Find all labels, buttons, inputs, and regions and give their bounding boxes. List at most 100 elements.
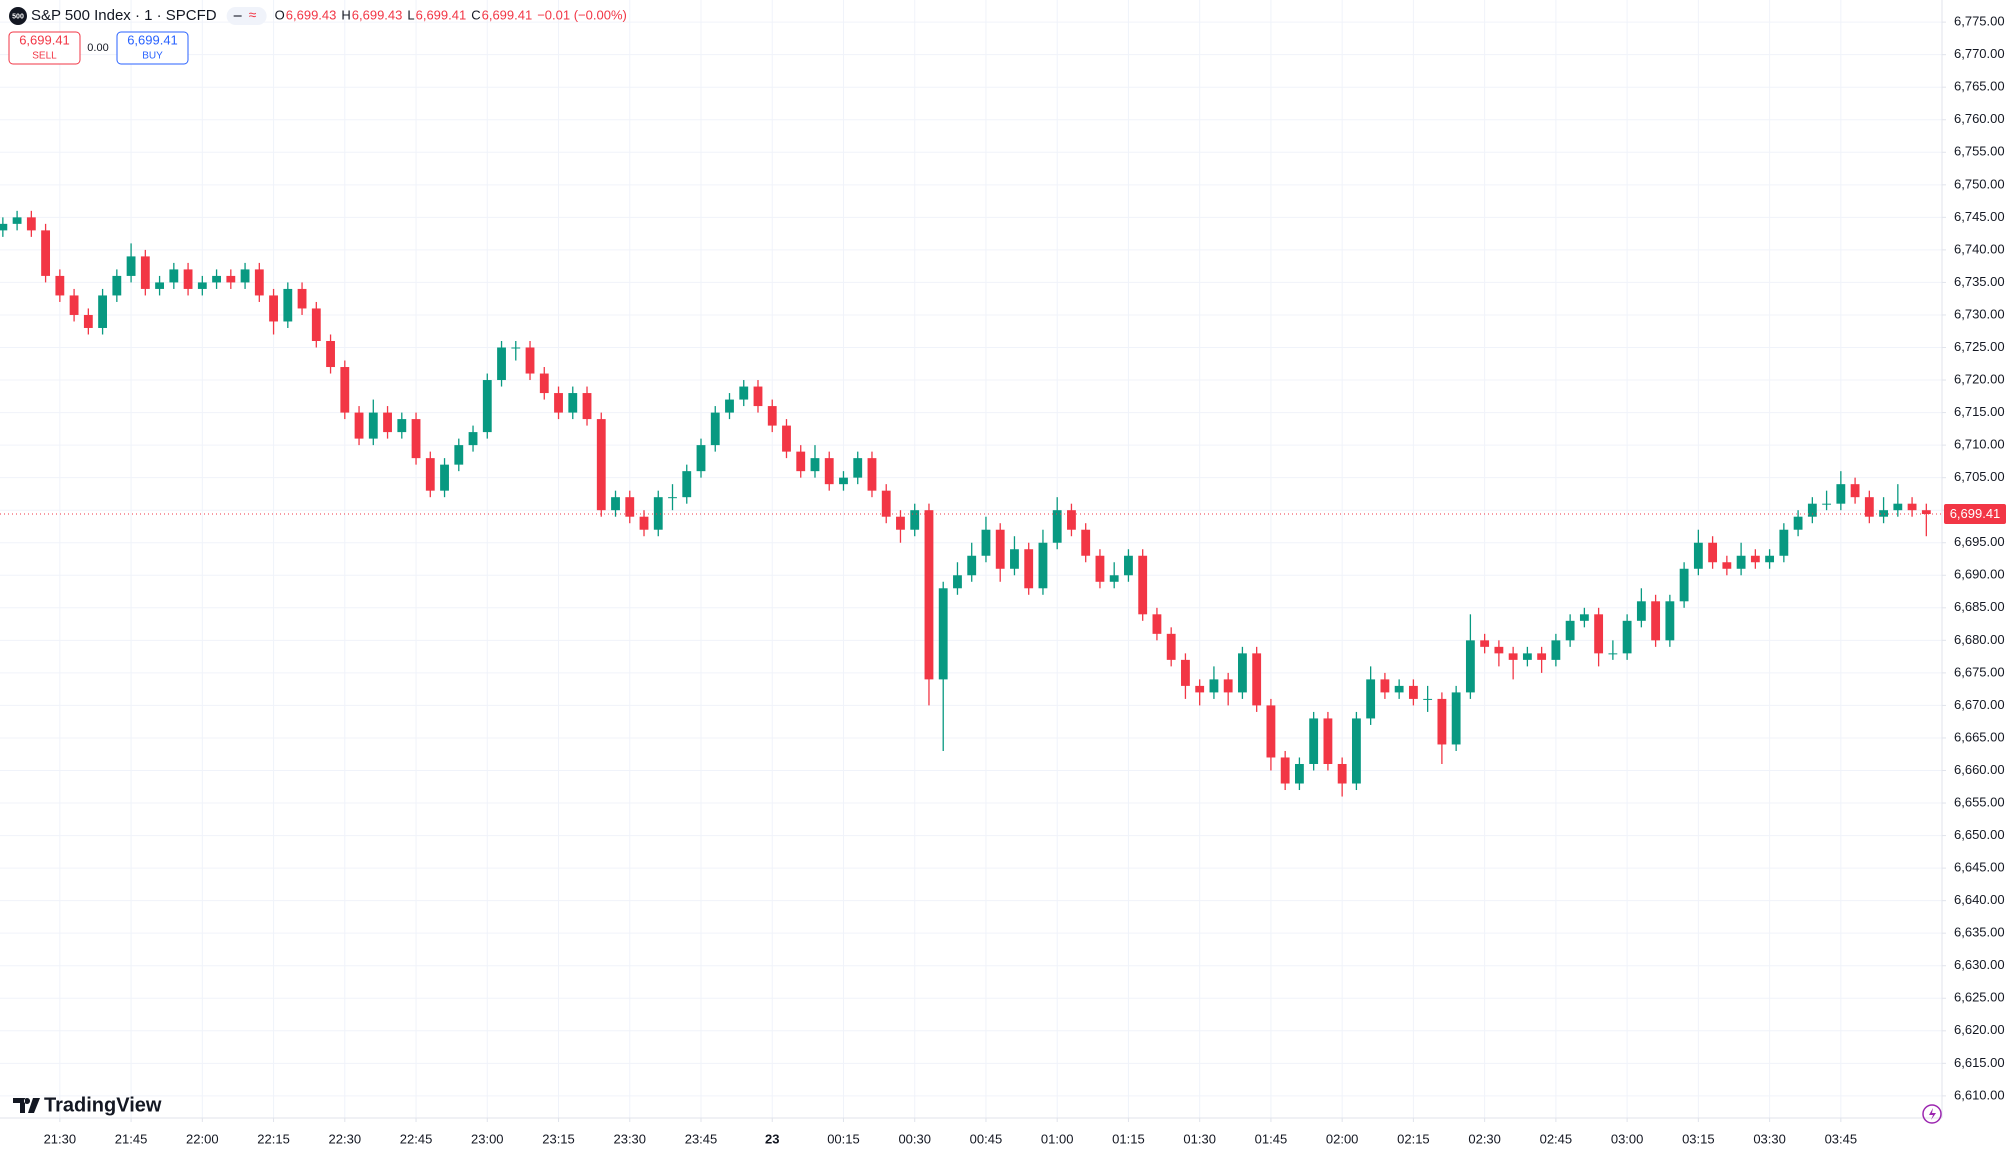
- candle-body: [197, 282, 207, 289]
- candle-body: [26, 217, 36, 231]
- alert-icon[interactable]: [1922, 1104, 1942, 1124]
- candle-body: [1679, 568, 1689, 602]
- candle-body: [1594, 614, 1604, 654]
- alert-icon-bolt: [1929, 1108, 1936, 1120]
- y-tick-label: 6,755.00: [1954, 144, 2005, 159]
- buy-label: BUY: [142, 51, 163, 62]
- x-tick-label: 02:45: [1540, 1131, 1573, 1146]
- candle-body: [1209, 679, 1219, 693]
- last-price-label: 6,699.41: [1950, 506, 2001, 521]
- y-tick-label: 6,620.00: [1954, 1022, 2005, 1037]
- ohlc-value: 6,699.43: [286, 7, 337, 22]
- candle-body: [183, 269, 193, 289]
- candle-body: [1565, 620, 1575, 641]
- y-tick-label: 6,770.00: [1954, 46, 2005, 61]
- candle-body: [69, 295, 79, 315]
- candle-body: [582, 393, 592, 420]
- y-tick-label: 6,625.00: [1954, 990, 2005, 1005]
- candle-body: [98, 295, 108, 328]
- x-tick-label: 03:45: [1825, 1131, 1858, 1146]
- ohlc-value: 6,699.43: [352, 7, 403, 22]
- buy-button[interactable]: [116, 31, 189, 65]
- icon-text: 500: [12, 13, 24, 20]
- candle-body: [240, 269, 250, 283]
- candle-body: [126, 256, 136, 276]
- candle-body: [1252, 653, 1262, 706]
- candle-body: [1109, 575, 1119, 582]
- candle-body: [696, 445, 706, 472]
- candle-body: [340, 367, 350, 413]
- candle-body: [1494, 646, 1504, 654]
- candle-body: [753, 386, 763, 407]
- y-tick-label: 6,750.00: [1954, 176, 2005, 191]
- y-tick-label: 6,735.00: [1954, 274, 2005, 289]
- candle-body: [1394, 685, 1404, 693]
- candle-body: [1608, 653, 1618, 655]
- candle-body: [12, 217, 22, 224]
- candle-body: [1836, 484, 1846, 504]
- x-tick-label: 01:30: [1183, 1131, 1216, 1146]
- y-tick-label: 6,615.00: [1954, 1055, 2005, 1070]
- logo-mark: [13, 1098, 40, 1113]
- candle-body: [1579, 614, 1589, 621]
- ohlc-label: L: [407, 7, 414, 22]
- candle-body: [1893, 503, 1903, 511]
- y-tick-label: 6,630.00: [1954, 957, 2005, 972]
- candle-body: [1195, 685, 1205, 693]
- candle-body: [924, 510, 934, 680]
- candle-body: [1750, 555, 1760, 563]
- candle-body: [1736, 555, 1746, 569]
- candle-body: [653, 497, 663, 530]
- candle-body: [1708, 542, 1718, 563]
- candle-body: [896, 516, 905, 530]
- spread: 0.00: [87, 42, 108, 54]
- x-tick-label: 03:30: [1753, 1131, 1786, 1146]
- candle-body: [1879, 510, 1889, 517]
- candle-body: [1266, 705, 1276, 758]
- candle-body: [411, 419, 421, 459]
- x-tick-label: 03:15: [1682, 1131, 1715, 1146]
- indicator-pill[interactable]: [226, 7, 267, 25]
- change: −0.01 (−0.00%): [537, 7, 627, 22]
- ohlc-label: C: [471, 7, 480, 22]
- y-tick-label: 6,675.00: [1954, 664, 2005, 679]
- candle-body: [511, 347, 521, 349]
- sell-button[interactable]: [8, 31, 81, 65]
- candle-body: [326, 340, 335, 368]
- candle-body: [938, 588, 948, 680]
- x-tick-label: 01:00: [1041, 1131, 1074, 1146]
- y-tick-label: 6,650.00: [1954, 827, 2005, 842]
- candle-body: [1366, 679, 1376, 719]
- candle-body: [1337, 763, 1347, 784]
- symbol[interactable]: S&P 500 Index · 1 · SPCFD: [31, 7, 217, 24]
- candle-body: [1052, 510, 1062, 543]
- x-tick-label: 00:45: [970, 1131, 1003, 1146]
- y-tick-label: 6,775.00: [1954, 14, 2005, 29]
- x-tick-label: 21:30: [44, 1131, 77, 1146]
- candle-body: [1779, 529, 1789, 556]
- pill-icon: ≈: [249, 7, 257, 23]
- candle-body: [782, 425, 791, 452]
- candle-body: [41, 230, 51, 276]
- y-tick-label: 6,660.00: [1954, 762, 2005, 777]
- candle-body: [83, 314, 93, 328]
- candle-body: [1537, 653, 1547, 660]
- y-tick-label: 6,655.00: [1954, 794, 2005, 809]
- candle-body: [1451, 692, 1461, 745]
- candle-body: [1238, 653, 1247, 693]
- x-tick-label: 02:00: [1326, 1131, 1359, 1146]
- candle-body: [824, 458, 834, 485]
- candle-body: [1850, 484, 1860, 498]
- candle-body: [497, 347, 506, 381]
- candle-body: [1822, 503, 1832, 505]
- candle-body: [1408, 685, 1418, 699]
- y-tick-label: 6,765.00: [1954, 79, 2005, 94]
- ohlc-value: 6,699.41: [482, 7, 533, 22]
- candle-body: [625, 497, 635, 517]
- candle-body: [1081, 529, 1091, 556]
- last-price-box: [1944, 504, 2006, 525]
- candle-body: [440, 464, 449, 491]
- candle-body: [867, 458, 877, 491]
- x-tick-label: 02:30: [1468, 1131, 1501, 1146]
